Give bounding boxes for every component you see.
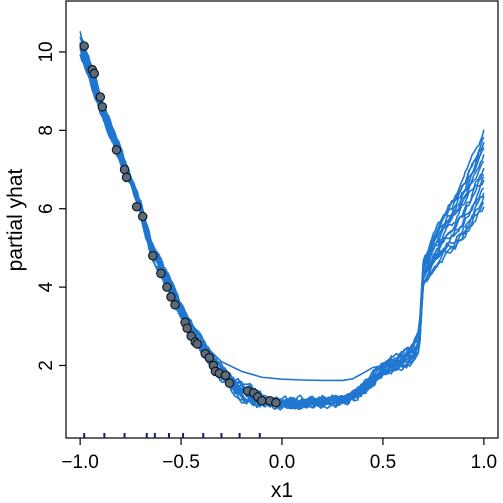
x-tick-label: 0.5: [370, 452, 396, 473]
observation-point: [257, 396, 267, 406]
ice-curve: [79, 48, 485, 409]
y-axis: 2 4 6 8 10: [36, 41, 66, 371]
observation-point: [182, 323, 192, 334]
ice-curve: [79, 31, 485, 405]
observation-point: [170, 299, 180, 310]
ice-curve: [79, 42, 485, 407]
x-tick-label: −0.5: [162, 452, 200, 473]
ice-curves: [79, 31, 485, 411]
observation-point: [204, 352, 215, 363]
ice-curve: [79, 48, 485, 410]
x-tick-label: −1.0: [61, 452, 99, 473]
observation-point: [162, 282, 172, 292]
observation-point: [79, 41, 89, 51]
plot-frame: [65, 0, 499, 439]
observation-point: [271, 397, 281, 408]
ice-curve: [79, 42, 485, 407]
observation-point: [220, 370, 231, 381]
y-tick-label: 8: [36, 125, 57, 136]
ice-curve: [79, 36, 485, 407]
ice-curve: [79, 36, 485, 408]
x-tick-label: 0.0: [269, 452, 295, 473]
y-axis-label: partial yhat: [4, 168, 27, 271]
observation-point: [156, 268, 166, 279]
ice-curve: [79, 53, 485, 409]
observation-point: [166, 292, 176, 302]
observation-points: [79, 41, 281, 408]
observation-point: [224, 378, 235, 388]
observation-point: [148, 251, 158, 261]
rug-marks: [83, 433, 261, 438]
observation-point: [121, 172, 132, 183]
ice-curve: [79, 48, 485, 410]
y-tick-label: 10: [36, 41, 57, 62]
observation-point: [111, 145, 122, 155]
observation-point: [192, 339, 202, 349]
observation-point: [131, 202, 142, 212]
observation-point: [97, 102, 108, 112]
ice-curve-outlier: [200, 341, 384, 382]
ice-curve: [79, 54, 485, 410]
y-tick-label: 6: [36, 203, 57, 214]
ice-curve: [79, 47, 485, 407]
observation-point: [137, 211, 148, 222]
ice-curve: [79, 42, 485, 409]
x-tick-label: 1.0: [471, 452, 497, 473]
ice-curve: [79, 36, 485, 407]
y-tick-label: 4: [36, 281, 57, 292]
ice-curve: [79, 54, 485, 411]
x-axis-label: x1: [271, 479, 293, 502]
observation-point: [119, 164, 130, 175]
observation-point: [95, 92, 106, 102]
ice-curve: [79, 42, 485, 410]
x-axis: −1.0 −0.5 0.0 0.5 1.0: [61, 438, 497, 473]
observation-point: [89, 68, 100, 79]
y-tick-label: 2: [36, 360, 57, 371]
